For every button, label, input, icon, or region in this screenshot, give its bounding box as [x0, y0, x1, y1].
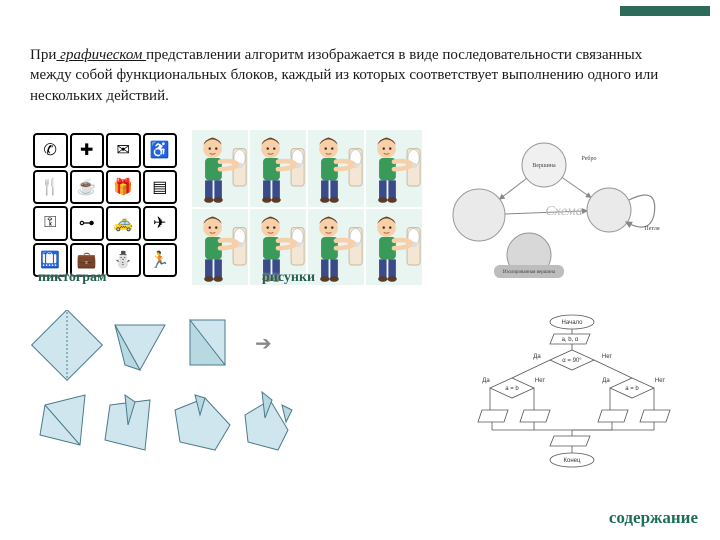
flow-yes2: Да [482, 378, 490, 384]
graph-svg: Вершина Петля Ребро Изолированная вершин… [434, 130, 674, 280]
graph-edge [562, 178, 591, 198]
cartoon-frame [366, 130, 422, 207]
flow-cond1: α = 90° [562, 358, 582, 364]
origami-step-1 [32, 310, 103, 380]
cartoon-frame [192, 130, 248, 207]
flowchart-svg: Начало a, b, α α = 90° a = b a = b Да Не… [442, 310, 702, 480]
intro-prefix: При [30, 47, 56, 63]
origami-step-2 [115, 325, 165, 370]
stairs-icon: ▤ [143, 170, 178, 205]
mail-icon: ✉ [106, 133, 141, 168]
intro-paragraph: При графическом представлении алгоритм и… [30, 45, 680, 106]
contents-link[interactable]: содержание [609, 508, 698, 528]
runner-icon: 🏃 [143, 243, 178, 278]
flow-no3: Нет [655, 378, 665, 384]
flow-yes3: Да [602, 378, 610, 384]
flow-start: Начало [562, 320, 584, 326]
flowchart-panel: Начало a, b, α α = 90° a = b a = b Да Не… [442, 310, 702, 480]
fork-icon: 🍴 [33, 170, 68, 205]
key-icon: ⚿ [33, 206, 68, 241]
origami-step-4 [40, 395, 85, 445]
cartoon-frame [366, 209, 422, 286]
pictogram-label: пиктограм [38, 270, 107, 286]
cartoon-grid [192, 130, 422, 285]
graph-panel: Вершина Петля Ребро Изолированная вершин… [434, 130, 674, 280]
origami-arrow: ➔ [255, 333, 272, 355]
cartoon-panel: рисунки [192, 130, 422, 290]
flow-cond3: a = b [625, 386, 639, 392]
phone-icon: ✆ [33, 133, 68, 168]
graph-node-left [453, 189, 505, 241]
flow-input: a, b, α [562, 337, 579, 343]
flow-cond2: a = b [505, 386, 519, 392]
icon-grid: ✆✚✉♿🍴☕🎁▤⚿⊶🚕✈🛄💼⛄🏃 [30, 130, 180, 280]
origami-step-7 [245, 392, 292, 450]
flow-end: Конец [564, 458, 581, 464]
cartoon-frame [308, 130, 364, 207]
cartoon-frame [192, 209, 248, 286]
cup-icon: ☕ [70, 170, 105, 205]
cartoon-frame [308, 209, 364, 286]
loop-label: Петля [644, 226, 659, 232]
flow-yes1: Да [533, 354, 541, 360]
graph-node-right [587, 188, 631, 232]
car-icon: 🚕 [106, 206, 141, 241]
origami-step-3 [190, 320, 225, 365]
plane-icon: ✈ [143, 206, 178, 241]
person-icon: ⛄ [106, 243, 141, 278]
graph-node-label-vershina: Вершина [532, 163, 556, 169]
flow-no2: Нет [535, 378, 545, 384]
plus-icon: ✚ [70, 133, 105, 168]
cartoon-frame [250, 130, 306, 207]
origami-step-5 [105, 395, 150, 450]
helicopter-icon: ⊶ [70, 206, 105, 241]
intro-emph: графическом [56, 47, 146, 63]
graph-edge [500, 178, 527, 199]
cartoon-label: рисунки [262, 270, 315, 286]
gift-icon: 🎁 [106, 170, 141, 205]
origami-svg: ➔ [30, 310, 300, 470]
iso-label: Изолированная вершина [503, 270, 556, 275]
pictogram-panel: ✆✚✉♿🍴☕🎁▤⚿⊶🚕✈🛄💼⛄🏃 пиктограм [30, 130, 180, 290]
origami-step-6 [175, 395, 230, 450]
wheelchair-icon: ♿ [143, 133, 178, 168]
flow-no1: Нет [602, 354, 612, 360]
top-accent-bar [620, 6, 710, 16]
origami-panel: ➔ [30, 310, 300, 470]
edge-label: Ребро [582, 155, 597, 162]
graph-watermark: Схема [545, 204, 582, 219]
